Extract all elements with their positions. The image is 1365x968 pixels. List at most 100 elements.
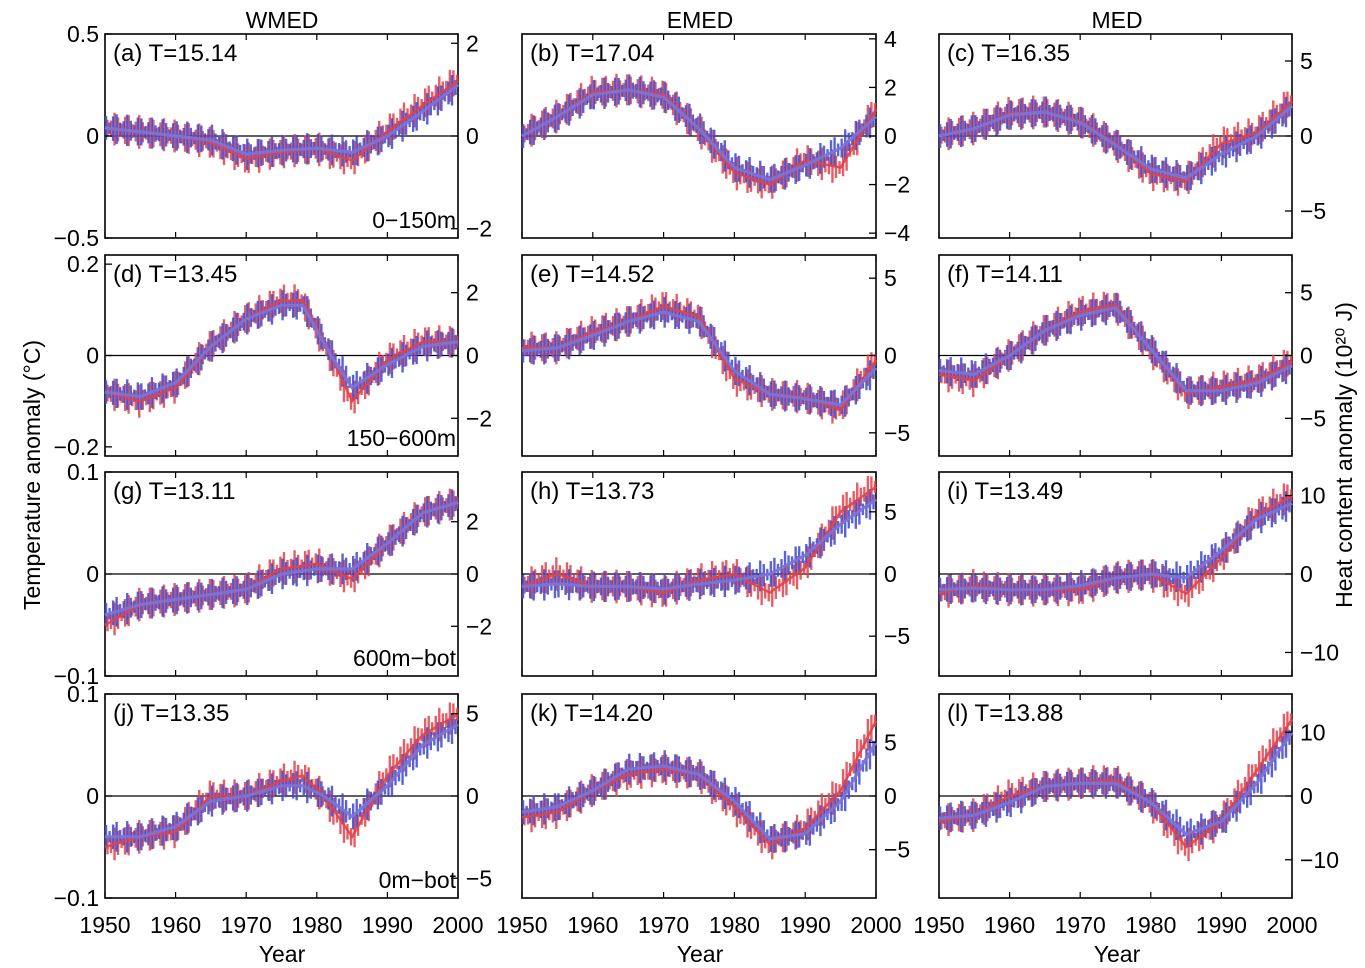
- right-tick-label: 5: [1300, 280, 1313, 306]
- right-tick-label: 2: [466, 280, 479, 306]
- right-tick-label: 2: [466, 509, 479, 535]
- y-tick-label: 0: [86, 343, 99, 369]
- x-tick-label: 1970: [1055, 912, 1106, 938]
- panel-e: (e) T=14.52 5 0 −5: [521, 254, 910, 457]
- panel-c: (c) T=16.35 5 0 −5: [938, 33, 1326, 239]
- right-tick-label: 4: [884, 26, 897, 52]
- heat-content-line: [938, 731, 1294, 837]
- right-tick-label: 5: [884, 729, 897, 755]
- right-tick-label: −5: [884, 623, 910, 649]
- right-tick-label: 0: [1300, 783, 1313, 809]
- heat-content-line: [521, 310, 878, 407]
- panel-title: (j) T=13.35: [113, 700, 229, 727]
- right-tick-label: 0: [884, 783, 897, 809]
- panel-f: (f) T=14.11 5 0 −5: [938, 254, 1326, 457]
- right-tick-label: 0: [1300, 561, 1313, 587]
- panel-title: (k) T=14.20: [530, 700, 653, 727]
- right-tick-label: 0: [466, 561, 479, 587]
- right-axis-label: Heat content anomaly (10²⁰ J): [1331, 302, 1357, 608]
- panel-title: (d) T=13.45: [113, 261, 237, 288]
- heat-content-line: [521, 88, 878, 182]
- x-tick-label: 2000: [1266, 912, 1317, 938]
- depth-label: 0−150m: [372, 207, 456, 233]
- right-tick-label: −5: [1300, 405, 1326, 431]
- x-tick-label: 1990: [780, 912, 831, 938]
- right-tick-label: −2: [466, 405, 492, 431]
- y-tick-label: 0.1: [67, 459, 99, 485]
- panel-d: (d) T=13.45 150−600m 0.2 0 −0.2 2 0 −2: [54, 251, 493, 460]
- right-tick-label: 0: [884, 123, 897, 149]
- y-tick-label: −0.1: [54, 663, 99, 689]
- temperature-line: [104, 299, 458, 404]
- y-tick-label: 0.2: [67, 251, 99, 277]
- x-tick-label: 1960: [984, 912, 1035, 938]
- column-title-wmed: WMED: [246, 7, 319, 33]
- x-tick-label: 1950: [913, 912, 964, 938]
- heat-content-line: [938, 104, 1294, 180]
- panel-g: (g) T=13.11 600m−bot 0.1 0 −0.1 2 0 −2: [54, 459, 493, 689]
- heat-content-line: [104, 303, 459, 399]
- right-tick-label: −2: [466, 216, 492, 242]
- y-tick-label: −0.2: [54, 434, 99, 460]
- heat-content-line: [104, 83, 459, 157]
- right-tick-label: 2: [884, 74, 897, 100]
- x-tick-label: 1980: [709, 912, 760, 938]
- x-tick-label: 1980: [291, 912, 342, 938]
- left-axis-label: Temperature anomaly (°C): [19, 340, 45, 610]
- right-tick-label: −10: [1300, 847, 1339, 873]
- temperature-line: [104, 713, 459, 849]
- column-title-emed: EMED: [667, 7, 733, 33]
- y-tick-label: 0: [86, 561, 99, 587]
- y-tick-label: 0.5: [67, 21, 99, 47]
- x-axis-label-emed: Year: [677, 941, 724, 967]
- panel-title: (e) T=14.52: [530, 261, 654, 288]
- x-tick-label: 1970: [221, 912, 272, 938]
- right-tick-label: 0: [1300, 343, 1313, 369]
- x-tick-label: 1990: [1196, 912, 1247, 938]
- right-tick-label: 0: [466, 343, 479, 369]
- heat-content-line: [521, 498, 877, 591]
- panel-a: (a) T=15.14 0−150m 0.5 0 −0.5 2 0 −2: [54, 21, 493, 251]
- x-tick-label: 2000: [850, 912, 901, 938]
- temperature-line: [938, 718, 1294, 849]
- heat-content-line: [521, 741, 878, 841]
- depth-label: 0m−bot: [379, 867, 457, 893]
- heat-content-line: [105, 723, 459, 839]
- right-tick-label: −5: [1300, 198, 1326, 224]
- depth-label: 600m−bot: [353, 645, 457, 671]
- right-tick-label: −4: [884, 220, 910, 246]
- panel-title: (a) T=15.14: [113, 40, 237, 67]
- panel-k: (k) T=14.20 5 0 −5 1950 1960 1970 1980 1990 2000: [496, 693, 910, 938]
- right-tick-label: 0: [884, 561, 897, 587]
- x-tick-label: 2000: [432, 912, 483, 938]
- heat-content-line: [938, 306, 1293, 393]
- panel-l: (l) T=13.88 10 0 −10 1950 1960 1970 1980 1990 200…: [913, 693, 1339, 938]
- x-axis-label-wmed: Year: [259, 941, 306, 967]
- right-tick-label: −5: [884, 420, 910, 446]
- panel-h: (h) T=13.73 5 0 −5: [521, 471, 910, 677]
- y-tick-label: 0: [86, 783, 99, 809]
- x-tick-label: 1970: [638, 912, 689, 938]
- temperature-line: [938, 303, 1293, 395]
- right-tick-label: 10: [1300, 483, 1326, 509]
- panel-title: (h) T=13.73: [530, 478, 654, 505]
- right-tick-label: −10: [1300, 639, 1339, 665]
- y-tick-label: 0.1: [67, 681, 99, 707]
- y-tick-label: −0.1: [54, 885, 99, 911]
- right-tick-label: 5: [884, 499, 897, 525]
- x-tick-label: 1950: [79, 912, 130, 938]
- right-tick-label: −2: [466, 613, 492, 639]
- right-tick-label: 0: [466, 783, 479, 809]
- right-tick-label: 0: [884, 343, 897, 369]
- x-tick-label: 1950: [496, 912, 547, 938]
- x-tick-label: 1980: [1125, 912, 1176, 938]
- y-tick-label: 0: [86, 123, 99, 149]
- right-tick-label: −5: [884, 837, 910, 863]
- x-tick-label: 1990: [362, 912, 413, 938]
- panel-title: (f) T=14.11: [947, 261, 1063, 288]
- x-tick-label: 1960: [150, 912, 201, 938]
- right-tick-label: 10: [1300, 719, 1326, 745]
- heat-content-line: [938, 501, 1293, 592]
